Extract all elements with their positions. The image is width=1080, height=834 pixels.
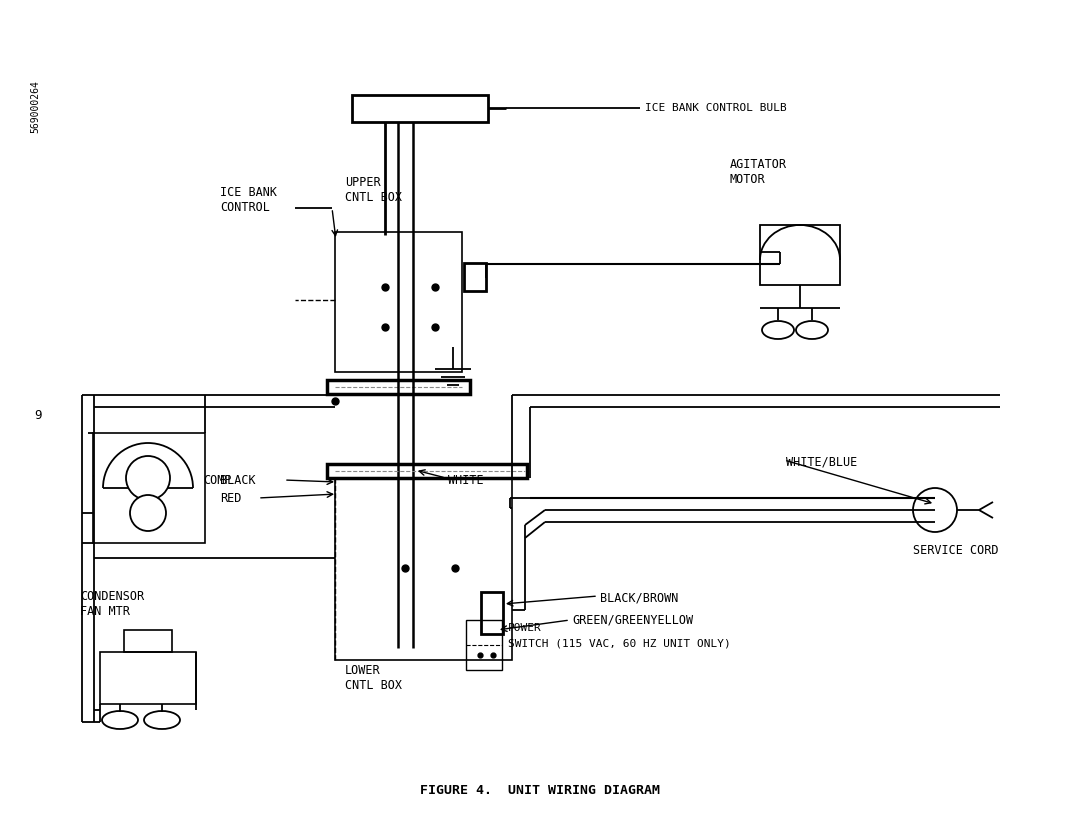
Text: SERVICE CORD: SERVICE CORD (913, 544, 999, 556)
Text: 569000264: 569000264 (30, 80, 40, 133)
Bar (327, 380, 470, 394)
Text: CONDENSOR
FAN MTR: CONDENSOR FAN MTR (80, 590, 144, 618)
Bar (327, 464, 527, 478)
Text: FIGURE 4.  UNIT WIRING DIAGRAM: FIGURE 4. UNIT WIRING DIAGRAM (420, 783, 660, 796)
Text: UPPER
CNTL BOX: UPPER CNTL BOX (345, 176, 402, 204)
Bar (464, 263, 486, 291)
Circle shape (130, 495, 166, 531)
Circle shape (126, 456, 170, 500)
Ellipse shape (102, 711, 138, 729)
Bar (465, 620, 502, 670)
Text: GREEN/GREENYELLOW: GREEN/GREENYELLOW (572, 614, 693, 626)
Bar (93, 433, 205, 543)
Text: LOWER
CNTL BOX: LOWER CNTL BOX (345, 664, 402, 692)
Bar (760, 225, 840, 285)
Text: BLACK/BROWN: BLACK/BROWN (600, 591, 678, 605)
Text: ICE BANK
CONTROL: ICE BANK CONTROL (220, 186, 276, 214)
Text: AGITATOR
MOTOR: AGITATOR MOTOR (730, 158, 787, 186)
Bar (335, 478, 512, 660)
Bar (100, 652, 195, 704)
Text: RED: RED (220, 491, 241, 505)
Bar (335, 232, 462, 372)
Bar (352, 95, 488, 122)
Text: 9: 9 (35, 409, 42, 421)
Text: ICE BANK CONTROL BULB: ICE BANK CONTROL BULB (645, 103, 786, 113)
Bar (481, 592, 503, 634)
Ellipse shape (796, 321, 828, 339)
Ellipse shape (144, 711, 180, 729)
Text: COMP: COMP (203, 474, 231, 486)
Text: WHITE: WHITE (448, 474, 484, 486)
Circle shape (913, 488, 957, 532)
Bar (124, 630, 172, 652)
Text: BLACK: BLACK (220, 474, 256, 486)
Text: SWITCH (115 VAC, 60 HZ UNIT ONLY): SWITCH (115 VAC, 60 HZ UNIT ONLY) (508, 639, 731, 649)
Text: WHITE/BLUE: WHITE/BLUE (786, 455, 858, 469)
Ellipse shape (762, 321, 794, 339)
Text: POWER: POWER (508, 623, 542, 633)
